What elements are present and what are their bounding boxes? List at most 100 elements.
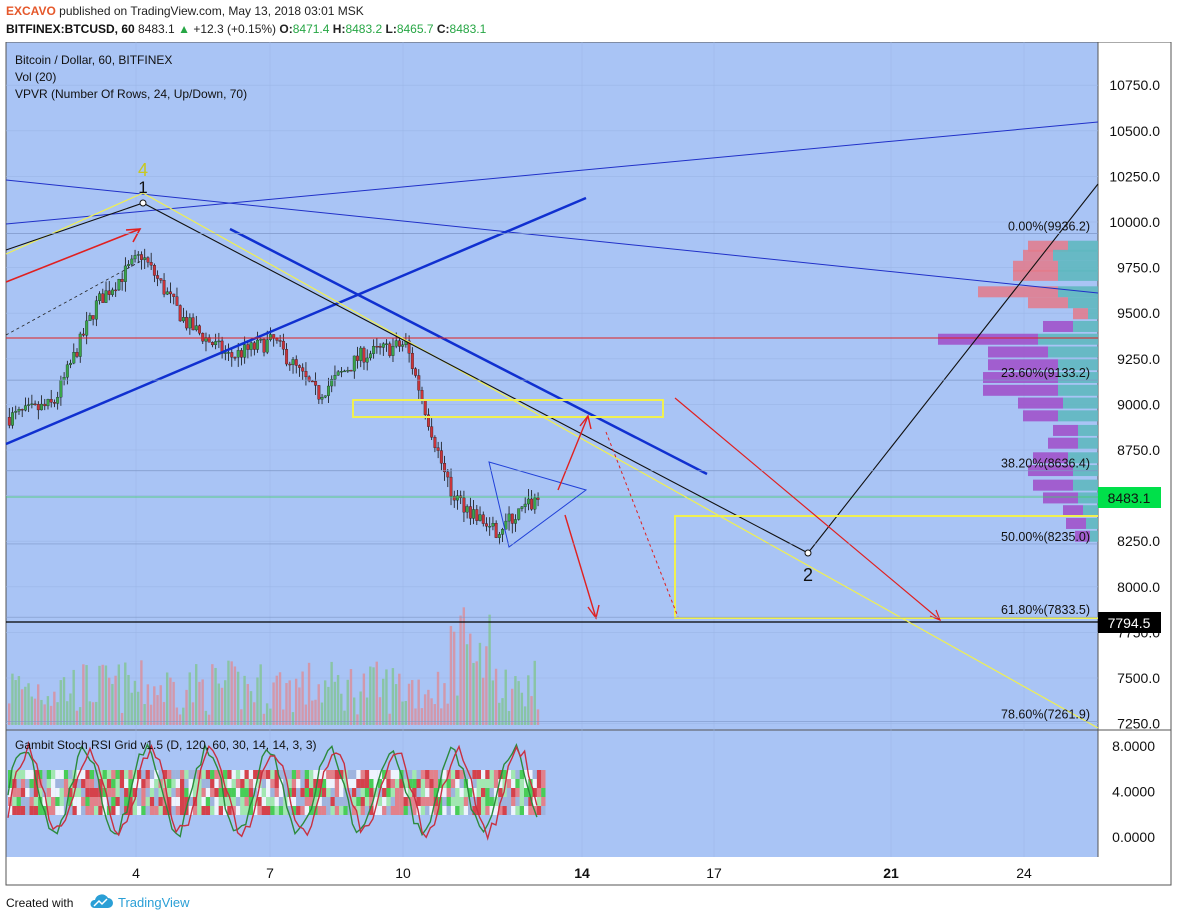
volume-bar — [256, 677, 259, 725]
candle-body — [20, 409, 24, 411]
grid-cell — [51, 797, 56, 806]
grid-cell — [321, 770, 327, 779]
grid-cell — [399, 788, 404, 797]
chart-canvas[interactable]: 4 1 2 Bitcoin / Dollar, 60, BITFINEX Vol… — [0, 42, 1177, 887]
grid-cell — [89, 779, 94, 788]
y-tick-label: 10750.0 — [1109, 77, 1160, 93]
marked-price-tag — [1098, 612, 1161, 633]
grid-cell — [106, 788, 112, 797]
grid-cell — [261, 779, 266, 788]
grid-cell — [468, 788, 473, 797]
grid-cell — [98, 797, 103, 806]
candle-body — [59, 380, 63, 398]
grid-cell — [270, 797, 275, 806]
grid-cell — [55, 770, 60, 779]
grid-cell — [369, 770, 374, 779]
grid-cell — [106, 797, 112, 806]
candle-body — [136, 254, 140, 256]
grid-cell — [128, 797, 133, 806]
grid-cell — [300, 779, 305, 788]
grid-cell — [59, 788, 64, 797]
grid-cell — [205, 779, 211, 788]
volume-bar — [130, 692, 133, 725]
grid-cell — [364, 779, 370, 788]
grid-cell — [425, 779, 430, 788]
candle-body — [191, 317, 195, 331]
grid-cell — [425, 806, 430, 815]
grid-cell — [253, 797, 258, 806]
grid-cell — [403, 797, 408, 806]
grid-cell — [429, 779, 434, 788]
up-triangle-icon: ▲ — [178, 22, 190, 36]
vpvr-up-bar — [1058, 260, 1098, 272]
candle-body — [165, 291, 169, 295]
grid-cell — [321, 788, 327, 797]
time-axis[interactable] — [6, 857, 1098, 885]
grid-cell — [287, 797, 292, 806]
vpvr-up-bar — [1068, 240, 1098, 252]
price-pane[interactable] — [6, 42, 1098, 730]
grid-cell — [515, 797, 520, 806]
blue-resistance-line — [229, 227, 708, 476]
grid-cell — [425, 770, 430, 779]
author-name[interactable]: EXCAVO — [6, 4, 56, 18]
red-arrow-long — [674, 397, 941, 621]
candle-body — [236, 350, 240, 358]
grid-cell — [511, 797, 516, 806]
grid-cell — [485, 770, 490, 779]
tradingview-link[interactable]: TradingView — [88, 894, 190, 910]
candle-body — [65, 364, 69, 378]
grid-cell — [29, 788, 34, 797]
candle-body — [23, 405, 27, 411]
volume-bar — [104, 665, 108, 725]
grid-cell — [386, 797, 391, 806]
grid-cell — [235, 806, 241, 815]
grid-cell — [68, 797, 73, 806]
red-arrowhead-1 — [125, 228, 142, 243]
volume-bar — [143, 704, 146, 725]
volume-bar — [498, 702, 501, 725]
grid-cell — [317, 779, 322, 788]
candle-body — [36, 404, 40, 411]
candle-body — [365, 357, 369, 363]
grid-cell — [506, 770, 512, 779]
volume-bar — [485, 646, 488, 725]
grid-cell — [197, 779, 202, 788]
volume-bar — [133, 680, 137, 725]
grid-cell — [373, 779, 378, 788]
grid-cell — [304, 779, 309, 788]
volume-bar — [195, 664, 198, 725]
grid-cell — [85, 779, 90, 788]
price-axis[interactable] — [1098, 42, 1171, 857]
volume-bar — [136, 691, 140, 725]
grid-cell — [360, 770, 365, 779]
grid-cell — [141, 779, 146, 788]
grid-cell — [25, 770, 30, 779]
grid-cell — [528, 806, 533, 815]
vpvr-down-bar — [1013, 269, 1058, 281]
grid-cell — [124, 770, 129, 779]
grid-cell — [425, 797, 430, 806]
candle-body — [497, 534, 501, 538]
close-value: 8483.1 — [449, 22, 487, 36]
grid-cell — [416, 797, 421, 806]
grid-cell — [201, 788, 206, 797]
grid-cell — [455, 806, 460, 815]
volume-bar — [311, 700, 314, 725]
grid-cell — [390, 797, 395, 806]
y-tick-label: 10250.0 — [1109, 168, 1160, 184]
volume-bar — [362, 673, 366, 725]
grid-cell — [218, 797, 223, 806]
y-tick-label: 7500.0 — [1117, 670, 1160, 686]
volume-bar — [378, 697, 382, 725]
grid-cell — [223, 806, 228, 815]
grid-cell — [498, 779, 503, 788]
grid-cell — [313, 779, 318, 788]
grid-cell — [274, 779, 279, 788]
grid-cell — [493, 779, 499, 788]
grid-cell — [377, 779, 383, 788]
vpvr-up-bar — [1073, 479, 1098, 491]
candle-body — [14, 410, 18, 413]
grid-cell — [119, 806, 125, 815]
grid-cell — [158, 770, 163, 779]
